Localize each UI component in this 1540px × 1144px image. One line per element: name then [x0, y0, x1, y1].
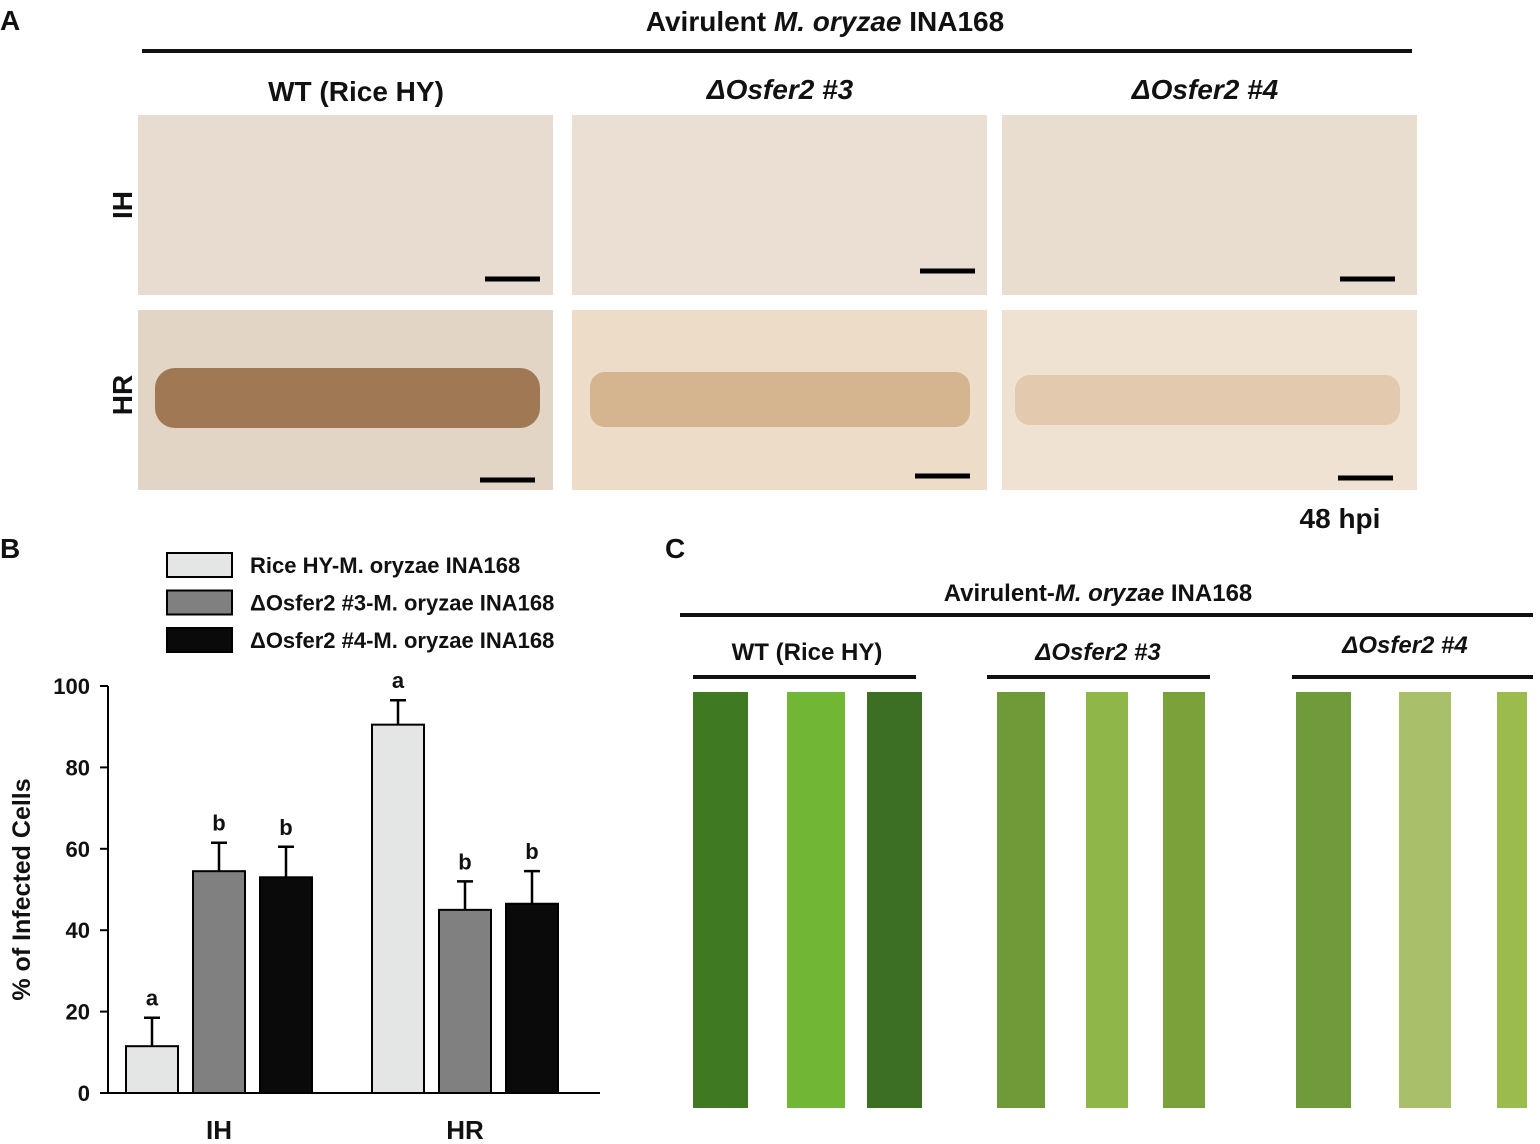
leaf: [867, 692, 922, 1108]
significance-letter: b: [279, 815, 292, 840]
legend-swatch: [166, 589, 233, 616]
micrograph: [1002, 115, 1417, 295]
y-tick-label: 60: [66, 837, 90, 862]
y-tick-label: 20: [66, 1000, 90, 1025]
leaves: [693, 692, 1527, 1108]
leaf: [1163, 692, 1205, 1108]
leaf: [693, 692, 748, 1108]
leaf: [997, 692, 1045, 1108]
significance-letter: b: [212, 811, 225, 836]
micrograph: [572, 115, 987, 295]
bar: [259, 876, 313, 1094]
title-part: INA168: [901, 6, 1004, 37]
title-part: Avirulent-: [944, 580, 1055, 607]
panel-title: Avirulent M. oryzae INA168: [646, 6, 1004, 37]
legend-swatch: [166, 552, 233, 578]
micrograph: [138, 115, 553, 295]
error-bar: [524, 869, 540, 904]
bar: [371, 723, 425, 1094]
bar: [438, 908, 492, 1094]
leaf: [1086, 692, 1128, 1108]
error-bar: [390, 698, 406, 725]
row-label: HR: [107, 375, 138, 415]
error-bar: [457, 880, 473, 910]
leaf: [1497, 692, 1527, 1108]
title-part: M. oryzae: [1055, 580, 1164, 607]
row-label: IH: [107, 191, 138, 219]
legend-swatch: [166, 627, 233, 653]
y-tick-label: 100: [53, 674, 90, 699]
y-tick-label: 80: [66, 755, 90, 780]
title-part: Avirulent: [646, 6, 774, 37]
y-axis-label: % of Infected Cells: [8, 778, 36, 1000]
leaf: [1296, 692, 1351, 1108]
column-header: ΔOsfer2 #4: [1131, 74, 1279, 105]
hr-cell: [590, 372, 970, 427]
significance-letter: a: [146, 986, 159, 1011]
bar: [125, 1045, 179, 1094]
panel-title: Avirulent-M. oryzae INA168: [944, 580, 1253, 607]
column-header: ΔOsfer2 #3: [706, 74, 854, 105]
legend-label: ΔOsfer2 #3-M. oryzae INA168: [250, 591, 554, 616]
significance-letter: b: [525, 839, 538, 864]
group-header: ΔOsfer2 #3: [1034, 639, 1161, 666]
hr-cell: [155, 368, 540, 428]
panel-label: C: [665, 533, 685, 564]
error-bar: [144, 1016, 160, 1047]
bar: [192, 870, 246, 1094]
legend-label: ΔOsfer2 #4-M. oryzae INA168: [250, 628, 554, 653]
micrographs: [138, 115, 1417, 490]
bar: [505, 902, 559, 1094]
group-header: ΔOsfer2 #4: [1341, 632, 1468, 659]
y-tick-label: 40: [66, 918, 90, 943]
x-tick-label: HR: [446, 1115, 484, 1139]
error-bar: [278, 845, 294, 878]
significance-letter: a: [392, 668, 405, 693]
y-tick-label: 0: [78, 1081, 90, 1106]
title-part: INA168: [1164, 580, 1252, 607]
error-bar: [211, 841, 227, 872]
panel-label: A: [0, 5, 20, 36]
panel-label: B: [0, 533, 20, 564]
hr-cell: [1015, 375, 1400, 425]
leaf: [787, 692, 845, 1108]
leaf: [1399, 692, 1451, 1108]
significance-letter: b: [458, 849, 471, 874]
column-header: WT (Rice HY): [268, 76, 444, 107]
bar-chart: Rice HY-M. oryzae INA168 ΔOsfer2 #3-M. or…: [8, 552, 600, 1144]
title-part: M. oryzae: [774, 6, 902, 37]
time-label: 48 hpi: [1300, 503, 1381, 534]
x-tick-label: IH: [206, 1115, 232, 1139]
group-header: WT (Rice HY): [732, 639, 883, 666]
legend-label: Rice HY-M. oryzae INA168: [250, 553, 520, 578]
